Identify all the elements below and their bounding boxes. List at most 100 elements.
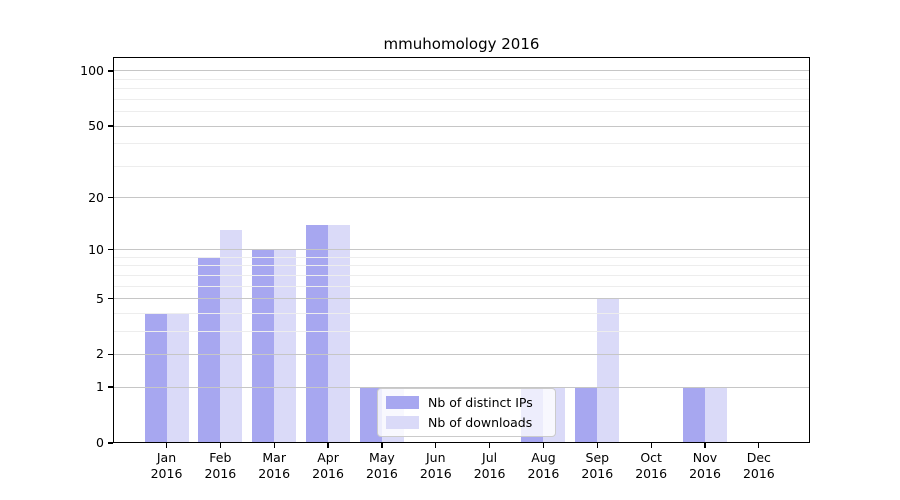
x-tick-month: May <box>368 450 395 465</box>
minor-gridline-6 <box>113 285 810 287</box>
x-tick-year: 2016 <box>473 466 506 481</box>
y-tick-label-10: 10 <box>88 241 104 257</box>
major-gridline-100 <box>113 70 810 72</box>
x-tick-month: Jun <box>425 450 446 465</box>
minor-gridline-4 <box>113 312 810 314</box>
legend-item-downloads: Nb of downloads <box>386 415 547 430</box>
x-tick-year: 2016 <box>689 466 721 481</box>
x-tick-label-jan: Jan 2016 <box>135 450 199 482</box>
x-tick-nov <box>704 443 706 448</box>
bar-downloads-feb <box>220 230 243 443</box>
x-tick-month: Jan <box>156 450 177 465</box>
major-gridline-20 <box>113 197 810 199</box>
x-tick-year: 2016 <box>581 466 614 481</box>
x-tick-month: Nov <box>692 450 718 465</box>
bar-distinct-ips-sep <box>575 387 598 443</box>
x-tick-jun <box>435 443 437 448</box>
bar-downloads-nov <box>705 387 727 443</box>
bar-distinct-ips-jan <box>144 313 167 443</box>
x-tick-year: 2016 <box>527 466 560 481</box>
y-tick-label-2: 2 <box>96 346 104 362</box>
bar-downloads-apr <box>328 224 351 443</box>
x-axis-line <box>113 441 810 443</box>
top-spine <box>113 57 810 59</box>
x-tick-year: 2016 <box>365 466 398 481</box>
x-tick-feb <box>219 443 221 448</box>
bar-distinct-ips-mar <box>252 249 275 443</box>
x-tick-year: 2016 <box>635 466 668 481</box>
legend-swatch-downloads <box>386 416 419 429</box>
minor-gridline-9 <box>113 256 810 258</box>
y-tick-5 <box>108 297 113 300</box>
x-tick-sep <box>596 443 598 448</box>
x-tick-mar <box>273 443 275 448</box>
y-tick-10 <box>108 249 113 251</box>
y-tick-label-5: 5 <box>96 290 104 306</box>
x-tick-jul <box>488 443 491 448</box>
x-tick-apr <box>327 443 329 448</box>
x-tick-year: 2016 <box>204 466 237 481</box>
y-tick-50 <box>108 125 113 127</box>
bar-downloads-sep <box>597 298 620 443</box>
x-tick-aug <box>542 443 545 448</box>
x-tick-jan <box>165 443 168 448</box>
minor-gridline-7 <box>113 274 810 276</box>
x-tick-label-nov: Nov 2016 <box>673 450 737 482</box>
y-tick-100 <box>108 70 113 72</box>
plot-area: 0 1 2 5 10 20 50 100 Jan 2016 Feb 2016 Mar 2016 Apr 201… <box>80 57 810 481</box>
minor-gridline-90 <box>113 78 810 80</box>
x-tick-label-jun: Jun 2016 <box>404 450 468 482</box>
x-tick-month: Jul <box>482 450 498 465</box>
y-tick-1 <box>108 386 113 388</box>
y-tick-label-100: 100 <box>80 62 104 78</box>
y-tick-label-50: 50 <box>88 118 104 134</box>
x-tick-month: Oct <box>640 450 662 465</box>
minor-gridline-80 <box>113 88 810 90</box>
x-tick-label-dec: Dec 2016 <box>727 450 791 482</box>
major-gridline-50 <box>113 125 810 127</box>
bar-distinct-ips-feb <box>198 257 221 443</box>
legend-label-distinct-ips: Nb of distinct IPs <box>428 395 533 410</box>
major-gridline-2 <box>113 353 810 355</box>
y-tick-2 <box>108 353 113 356</box>
bar-downloads-mar <box>274 249 297 443</box>
chart-title: mmuhomology 2016 <box>383 35 540 53</box>
minor-gridline-60 <box>113 111 810 113</box>
right-spine <box>808 57 810 443</box>
x-tick-may <box>381 443 383 448</box>
bar-distinct-ips-may <box>359 387 382 443</box>
x-tick-month: Feb <box>209 450 232 465</box>
x-tick-label-feb: Feb 2016 <box>188 450 252 482</box>
legend-item-distinct-ips: Nb of distinct IPs <box>386 395 547 410</box>
minor-gridline-3 <box>113 330 810 332</box>
bar-distinct-ips-nov <box>683 387 705 443</box>
minor-gridline-8 <box>113 265 810 267</box>
x-tick-month: Apr <box>317 450 339 465</box>
x-tick-label-sep: Sep 2016 <box>565 450 629 482</box>
major-gridline-10 <box>113 249 810 251</box>
x-tick-year: 2016 <box>419 466 452 481</box>
bar-distinct-ips-apr <box>306 224 329 443</box>
x-tick-label-jul: Jul 2016 <box>458 450 522 482</box>
major-gridline-1 <box>113 386 810 388</box>
x-tick-oct <box>650 443 652 448</box>
x-tick-month: Mar <box>262 450 286 465</box>
x-tick-year: 2016 <box>312 466 344 481</box>
x-tick-year: 2016 <box>742 466 775 481</box>
x-tick-month: Sep <box>585 450 610 465</box>
legend-swatch-distinct-ips <box>386 396 419 409</box>
x-tick-label-oct: Oct 2016 <box>619 450 683 482</box>
minor-gridline-40 <box>113 143 810 145</box>
major-gridline-5 <box>113 298 810 300</box>
minor-gridline-30 <box>113 165 810 167</box>
x-tick-month: Aug <box>531 450 556 465</box>
x-tick-month: Dec <box>746 450 771 465</box>
y-tick-label-0: 0 <box>96 435 104 450</box>
y-tick-0 <box>108 442 113 444</box>
x-tick-label-apr: Apr 2016 <box>296 450 360 482</box>
x-tick-year: 2016 <box>150 466 183 481</box>
x-tick-label-may: May 2016 <box>350 450 414 482</box>
y-tick-label-20: 20 <box>88 189 104 205</box>
bar-downloads-jan <box>166 313 189 443</box>
y-tick-20 <box>108 196 113 199</box>
